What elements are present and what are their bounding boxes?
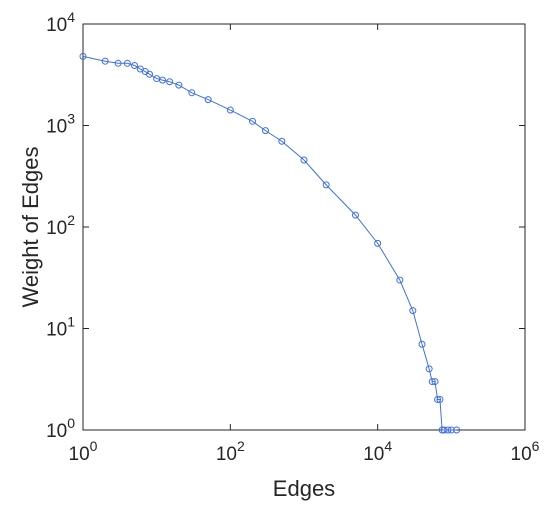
x-axis-label: Edges — [273, 476, 335, 501]
y-tick-label: 100 — [46, 415, 75, 442]
data-point — [374, 239, 382, 247]
data-point — [431, 378, 439, 386]
data-point — [418, 340, 426, 348]
data-point — [428, 378, 436, 386]
y-tick-label: 102 — [46, 212, 75, 239]
data-point — [453, 426, 461, 434]
data-point — [278, 137, 286, 145]
data-point — [249, 117, 257, 125]
y-tick-label: 101 — [46, 314, 75, 341]
plot-frame — [82, 23, 526, 431]
data-point — [436, 395, 444, 403]
x-tick-label: 102 — [216, 438, 245, 465]
data-point — [158, 76, 166, 84]
data-point — [261, 127, 269, 135]
y-axis-label: Weight of Edges — [18, 146, 43, 307]
data-point — [101, 57, 109, 65]
data-point — [146, 70, 154, 78]
data-point — [130, 62, 138, 70]
data-point — [175, 81, 183, 89]
data-point — [440, 426, 448, 434]
data-point — [204, 96, 212, 104]
data-point — [79, 52, 87, 60]
x-tick-label: 106 — [511, 438, 540, 465]
y-tick-label: 103 — [46, 111, 75, 138]
series-line — [82, 55, 457, 431]
data-point — [409, 307, 417, 315]
data-point — [425, 365, 433, 373]
data-point — [396, 276, 404, 284]
data-point — [434, 395, 442, 403]
y-tick-label: 104 — [46, 9, 75, 36]
data-point — [444, 426, 452, 434]
data-point — [123, 59, 131, 67]
data-point — [188, 89, 196, 97]
data-point — [114, 59, 122, 67]
x-tick-label: 100 — [69, 438, 98, 465]
x-tick-label: 104 — [363, 438, 392, 465]
data-point — [226, 106, 234, 114]
data-point — [447, 426, 455, 434]
data-point — [300, 156, 308, 164]
data-point — [166, 78, 174, 86]
data-point — [322, 181, 330, 189]
data-point — [351, 211, 359, 219]
